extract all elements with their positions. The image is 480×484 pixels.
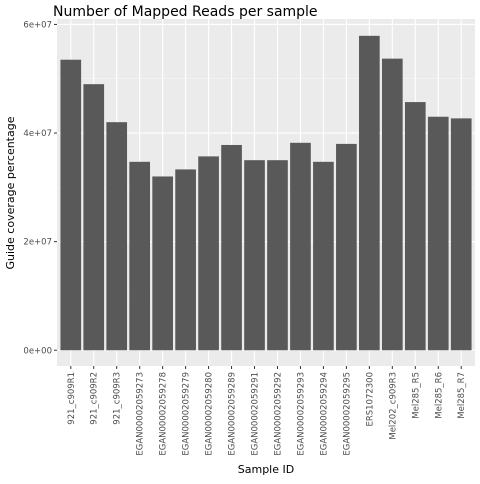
x-tick-label: 921_c909R1 [67,372,77,425]
x-tick-label: Mel285_R6 [434,372,444,419]
bars-layer [60,35,472,351]
bar [359,35,380,351]
x-tick-label: ERS1072300 [365,372,375,427]
bar [313,161,334,351]
x-tick-label: EGAN00002059293 [296,372,306,456]
x-tick-label: Mel285_R7 [457,372,467,419]
x-tick-label: EGAN00002059279 [182,372,192,456]
y-tick-label: 6e+07 [23,20,52,30]
x-tick-label: EGAN00002059295 [342,372,352,456]
x-tick-label: Mel285_R5 [411,372,421,419]
y-tick-label: 4e+07 [23,129,52,139]
bar [244,160,265,351]
bar [106,122,128,351]
bar [427,116,449,351]
bar [267,160,288,351]
x-tick-label: EGAN00002059273 [136,372,146,456]
x-tick-label: Mel202_c909R3 [388,372,398,440]
bar [83,84,105,351]
x-tick-label: 921_c909R2 [90,372,100,425]
bar [60,59,82,351]
x-tick-label: EGAN00002059292 [273,372,283,456]
y-axis: 0e+00 2e+07 4e+07 6e+07 [23,20,57,356]
y-tick-label: 2e+07 [23,238,52,248]
x-tick-label: 921_c909R3 [113,372,123,425]
x-tick-label: EGAN00002059280 [205,372,215,456]
chart-title: Number of Mapped Reads per sample [53,4,318,20]
x-tick-label: EGAN00002059294 [319,372,329,456]
x-axis-label: Sample ID [238,463,294,476]
bar [381,58,403,351]
bar [221,144,242,351]
bar [404,102,426,351]
bar [152,176,173,351]
bar [336,143,357,351]
x-tick-label: EGAN00002059289 [228,372,238,456]
y-tick-label: 0e+00 [23,346,52,356]
y-axis-label: Guide coverage percentage [4,116,17,269]
x-axis: 921_c909R1 921_c909R2 921_c909R3 EGAN000020… [67,366,467,456]
bar [175,169,196,351]
bar [198,156,219,351]
x-tick-label: EGAN00002059291 [251,372,261,456]
bar [129,161,151,351]
x-tick-label: EGAN00002059278 [159,372,169,456]
bar [290,142,311,351]
bar [450,118,472,351]
